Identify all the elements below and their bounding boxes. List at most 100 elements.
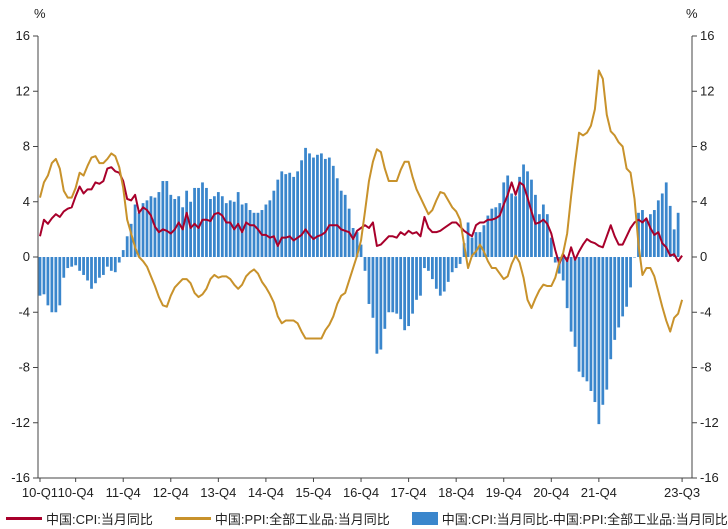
bar (268, 200, 272, 257)
bar (276, 179, 280, 257)
bar (514, 196, 518, 257)
bar (442, 257, 446, 292)
bar (343, 194, 347, 257)
bar (141, 203, 145, 257)
bar (316, 154, 319, 257)
bar (304, 147, 307, 257)
ppi-line (39, 69, 684, 340)
bar (530, 179, 533, 257)
left-axis-unit: % (34, 6, 46, 21)
x-tick-label: 14-Q4 (248, 485, 284, 500)
bar (177, 196, 181, 257)
bar (308, 153, 311, 257)
bar (300, 160, 303, 257)
bar (109, 257, 113, 271)
bar-series (38, 147, 680, 425)
bar (605, 257, 609, 390)
bar (625, 257, 628, 307)
right-tick-label: -12 (700, 415, 719, 430)
bar (641, 210, 644, 257)
legend-swatch-spread (411, 511, 438, 525)
bar (38, 257, 42, 296)
bar (601, 257, 605, 405)
bar (526, 171, 529, 257)
bar (244, 203, 248, 257)
bar (609, 257, 613, 360)
x-tick-label: 19-Q4 (486, 485, 522, 500)
bar (224, 203, 228, 257)
bar (565, 257, 569, 309)
bar (161, 181, 165, 257)
legend-swatch-cpi (6, 516, 42, 520)
left-tick-label: 0 (23, 249, 30, 264)
bar (284, 174, 288, 257)
bar (490, 208, 494, 257)
bar (133, 204, 137, 257)
bar (363, 257, 367, 271)
bar (272, 190, 276, 257)
bar (399, 257, 403, 320)
bar (351, 227, 355, 257)
bar (395, 257, 399, 314)
bar (411, 257, 414, 314)
legend-item-cpi[interactable]: 中国:CPI:当月同比 (6, 509, 153, 528)
bar (70, 257, 74, 267)
legend-swatch-ppi (174, 516, 211, 520)
bar (434, 257, 438, 289)
bar (427, 257, 430, 271)
bar (522, 164, 525, 257)
left-tick-label: 16 (16, 28, 30, 43)
bar (656, 200, 660, 257)
bar (113, 257, 117, 273)
bar (228, 200, 232, 257)
bar (446, 257, 450, 282)
legend-item-ppi[interactable]: 中国:PPI:全部工业品:当月同比 (174, 509, 390, 528)
bar (193, 187, 196, 257)
bar (312, 157, 315, 257)
bar (486, 215, 490, 257)
bar (474, 232, 478, 257)
bar (98, 257, 101, 278)
x-tick-label: 17-Q4 (391, 485, 427, 500)
bar (534, 194, 537, 257)
bar (573, 257, 577, 347)
bar (470, 237, 474, 257)
bar (458, 257, 462, 264)
bar (545, 214, 549, 257)
bar (419, 257, 422, 296)
left-tick-label: -8 (18, 360, 30, 375)
bar (327, 157, 331, 257)
right-tick-label: 12 (700, 83, 714, 98)
bar (212, 196, 216, 257)
bar (506, 175, 510, 257)
bar (367, 257, 371, 304)
bar (220, 196, 224, 257)
x-axis: 10-Q1 10-Q4 11-Q4 12-Q4 13-Q4 14-Q4 15-Q4 16-Q4… (22, 478, 700, 500)
left-tick-label: 4 (23, 194, 30, 209)
bar (450, 257, 454, 273)
bar (482, 225, 486, 257)
right-tick-label: -8 (700, 360, 712, 375)
bar (454, 257, 458, 269)
bar (50, 257, 54, 313)
legend-item-spread[interactable]: 中国:CPI:当月同比-中国:PPI:全部工业品:当月同比 (411, 509, 728, 528)
bar (430, 257, 434, 280)
bar (593, 257, 597, 403)
left-tick-label: -4 (18, 304, 30, 319)
bar (78, 257, 82, 271)
bar (407, 257, 410, 327)
bar (613, 257, 617, 340)
bar (541, 204, 545, 257)
bar (42, 257, 46, 295)
bar (391, 257, 395, 313)
legend-label-spread: 中国:CPI:当月同比-中国:PPI:全部工业品:当月同比 (441, 511, 728, 527)
bar (169, 194, 173, 257)
cpi-line (39, 166, 683, 265)
bar (538, 214, 541, 257)
bar (320, 153, 323, 257)
bar (149, 196, 153, 257)
x-tick-label: 16-Q4 (343, 485, 379, 500)
bar (86, 257, 89, 281)
bar (494, 207, 498, 257)
right-tick-label: -4 (700, 304, 712, 319)
